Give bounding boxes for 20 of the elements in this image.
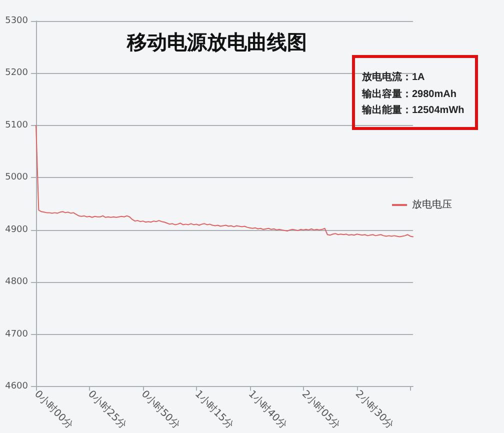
x-tick-label: 1小时15分 [192,388,236,432]
y-tick-label: 4800 [5,277,28,288]
y-tick-label: 5100 [5,120,28,130]
y-tick-label: 5000 [5,172,28,183]
y-tick-label: 4700 [5,329,28,340]
x-tick-label: 2小时30分 [352,388,396,432]
x-tick-label: 2小时05分 [299,388,343,432]
y-tick-label: 4600 [5,382,28,392]
annotation: 输出容量：2980mAh [362,87,458,102]
x-tick-label: 0小时25分 [86,388,129,432]
y-tick-label: 5300 [5,16,28,26]
y-tick-label: 4900 [5,224,28,235]
x-tick-label: 0小时50分 [139,388,182,432]
text: 移动电源放电曲线图 [126,30,307,54]
legend-label: 放电电压 [412,198,452,210]
annotation: 输出能量：12504mWh [362,104,466,118]
x-tick-label: 1小时40分 [246,388,290,432]
annotation: 放电电流：1A [362,70,426,85]
x-tick-label: 0小时00分 [32,388,76,432]
y-tick-label: 5200 [5,68,28,78]
